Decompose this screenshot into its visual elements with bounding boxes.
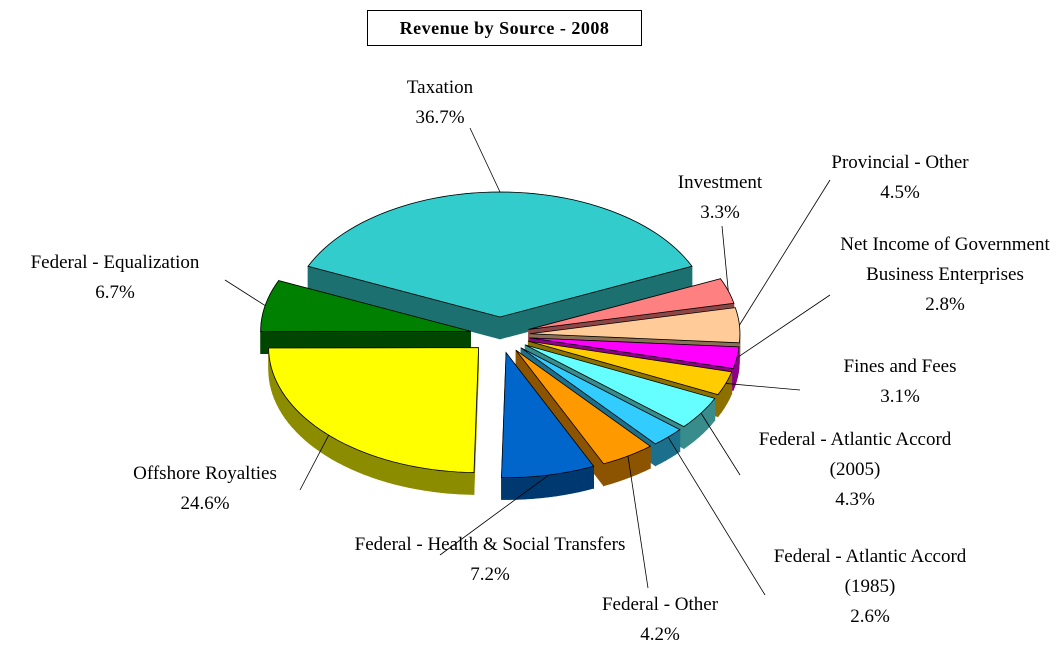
slice-side bbox=[466, 472, 474, 494]
category-label: Investment bbox=[650, 168, 790, 198]
slice-side bbox=[631, 452, 638, 477]
category-label: Taxation bbox=[360, 73, 520, 103]
slice-side bbox=[344, 444, 350, 469]
value-label: 7.2% bbox=[340, 560, 640, 590]
slice-side bbox=[425, 468, 433, 491]
slice-side bbox=[655, 441, 660, 466]
leader-line bbox=[470, 128, 500, 192]
slice-side bbox=[517, 477, 525, 499]
slice-label: Federal - Atlantic Accord (1985)2.6% bbox=[760, 542, 980, 632]
category-label: Federal - Atlantic Accord (1985) bbox=[760, 542, 980, 602]
slice-side bbox=[501, 478, 509, 500]
slice-side bbox=[457, 472, 465, 494]
slice-side bbox=[618, 457, 625, 481]
category-label: Provincial - Other bbox=[800, 148, 1000, 178]
value-label: 3.3% bbox=[650, 198, 790, 228]
slice-side bbox=[564, 471, 572, 494]
slice-side bbox=[449, 471, 457, 494]
slice-side bbox=[694, 415, 699, 441]
slice bbox=[269, 348, 479, 473]
value-label: 4.5% bbox=[800, 178, 1000, 208]
slice-side bbox=[326, 433, 332, 459]
slice-side bbox=[644, 446, 650, 471]
slice-side bbox=[315, 426, 320, 452]
slice-side bbox=[357, 450, 364, 475]
slice-side bbox=[689, 419, 694, 445]
slice-side bbox=[401, 464, 409, 488]
chart-title: Revenue by Source - 2008 bbox=[367, 10, 642, 46]
category-label: Federal - Equalization bbox=[0, 248, 230, 278]
leader-line bbox=[737, 295, 830, 358]
slice-side bbox=[661, 438, 666, 463]
leader-line bbox=[722, 226, 728, 291]
slice-side bbox=[638, 449, 644, 474]
leader-line bbox=[701, 413, 740, 475]
slice-side bbox=[433, 470, 441, 493]
slice-side bbox=[393, 462, 401, 486]
slice-side bbox=[338, 440, 344, 465]
value-label: 24.6% bbox=[100, 489, 310, 519]
value-label: 6.7% bbox=[0, 278, 230, 308]
slice-side bbox=[332, 437, 338, 462]
slice-side bbox=[364, 452, 371, 477]
slice-side bbox=[371, 455, 378, 479]
slice-label: Federal - Atlantic Accord (2005)4.3% bbox=[745, 425, 965, 515]
slice-side bbox=[611, 460, 618, 484]
value-label: 36.7% bbox=[360, 103, 520, 133]
slice-side bbox=[509, 477, 517, 499]
slice-side bbox=[409, 465, 417, 489]
category-label: Federal - Other bbox=[580, 590, 740, 620]
value-label: 2.8% bbox=[830, 290, 1050, 320]
category-label: Offshore Royalties bbox=[100, 459, 310, 489]
leader-line bbox=[225, 280, 265, 306]
slice-side bbox=[378, 457, 385, 481]
category-label: Net Income of Government Business Enterp… bbox=[830, 230, 1050, 290]
category-label: Federal - Health & Social Transfers bbox=[340, 530, 640, 560]
value-label: 3.1% bbox=[800, 382, 1000, 412]
slice-side bbox=[586, 466, 593, 490]
slice-side bbox=[684, 423, 689, 449]
slice-side bbox=[350, 447, 357, 472]
slice-side bbox=[417, 467, 425, 490]
slice-side bbox=[541, 475, 549, 498]
category-label: Federal - Atlantic Accord (2005) bbox=[745, 425, 965, 485]
value-label: 4.3% bbox=[745, 485, 965, 515]
slice-side bbox=[549, 474, 557, 497]
value-label: 4.2% bbox=[580, 620, 740, 650]
slice-side bbox=[310, 422, 315, 448]
category-label: Fines and Fees bbox=[800, 352, 1000, 382]
value-label: 2.6% bbox=[760, 602, 980, 632]
slice-label: Net Income of Government Business Enterp… bbox=[830, 230, 1050, 320]
leader-line bbox=[726, 383, 800, 390]
slice-side bbox=[572, 470, 579, 494]
slice-side bbox=[441, 471, 449, 494]
slice-side bbox=[604, 462, 611, 486]
slice-side bbox=[386, 460, 394, 484]
slice-side bbox=[579, 468, 586, 492]
slice-side bbox=[556, 473, 564, 496]
slice-side bbox=[675, 430, 680, 455]
slice-side bbox=[533, 476, 541, 499]
